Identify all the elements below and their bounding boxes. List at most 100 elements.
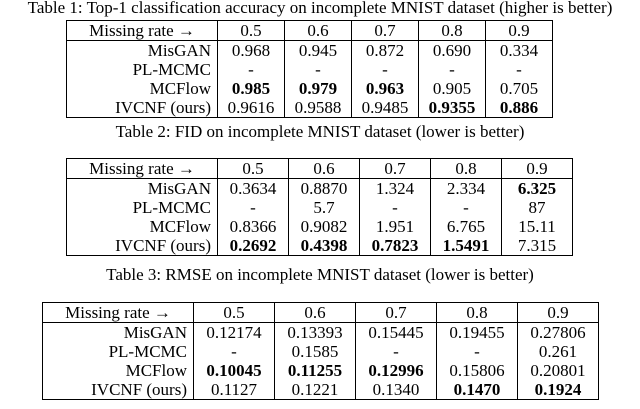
table-1-caption: Table 1: Top-1 classification accuracy o… [27, 0, 613, 17]
method-name: MisGAN [42, 322, 194, 342]
metric-cell: 0.905 [418, 79, 486, 98]
metric-cell: 15.11 [501, 217, 573, 236]
missing-rate-value: 0.6 [284, 20, 352, 41]
metric-cell: 0.9355 [418, 98, 486, 118]
metric-cell: 0.9485 [351, 98, 419, 118]
metric-cell: 0.1924 [517, 380, 599, 400]
table-row: IVCNF (ours) 0.2692 0.4398 0.7823 1.5491 7.31… [66, 236, 573, 256]
table-2-caption: Table 2: FID on incomplete MNIST dataset… [115, 122, 525, 141]
missing-rate-header: Missing rate → [66, 158, 218, 179]
metric-cell: - [430, 198, 502, 217]
metric-cell: 0.4398 [288, 236, 360, 256]
table-2-fid: Missing rate → 0.5 0.6 0.7 0.8 0.9 MisGAN 0.363… [66, 158, 573, 256]
metric-cell: 0.690 [418, 40, 486, 60]
missing-rate-value: 0.6 [288, 158, 360, 179]
table-row: MCFlow 0.8366 0.9082 1.951 6.765 15.11 [66, 217, 573, 236]
metric-cell: 0.985 [217, 79, 285, 98]
metric-cell: 0.1470 [436, 380, 518, 400]
metric-cell: 0.12174 [193, 322, 275, 342]
metric-cell: 0.705 [485, 79, 553, 98]
header-row: Missing rate → 0.5 0.6 0.7 0.8 0.9 [66, 158, 573, 179]
metric-cell: 0.19455 [436, 322, 518, 342]
metric-cell: 1.5491 [430, 236, 502, 256]
method-name: MisGAN [66, 178, 218, 198]
table-3-rmse: Missing rate → 0.5 0.6 0.7 0.8 0.9 MisGAN 0.121… [42, 302, 599, 400]
metric-cell: 0.1585 [274, 342, 356, 361]
metric-cell: - [193, 342, 275, 361]
header-row: Missing rate → 0.5 0.6 0.7 0.8 0.9 [66, 20, 553, 41]
metric-cell: 0.963 [351, 79, 419, 98]
method-name: IVCNF (ours) [42, 380, 194, 400]
metric-cell: 0.872 [351, 40, 419, 60]
metric-cell: 0.20801 [517, 361, 599, 380]
metric-cell: 0.2692 [217, 236, 289, 256]
table-row: MisGAN 0.968 0.945 0.872 0.690 0.334 [66, 40, 553, 60]
metric-cell: 0.1221 [274, 380, 356, 400]
table-row: PL-MCMC -0.1585- -0.261 [42, 342, 599, 361]
table-row: IVCNF (ours) 0.1127 0.1221 0.1340 0.1470 0.19… [42, 380, 599, 400]
table-row: MisGAN 0.12174 0.13393 0.15445 0.19455 0.2780… [42, 322, 599, 342]
method-name: MisGAN [66, 40, 218, 60]
metric-cell: 0.3634 [217, 178, 289, 198]
metric-cell: 0.9082 [288, 217, 360, 236]
table-row: PL-MCMC -5.7- -87 [66, 198, 573, 217]
missing-rate-value: 0.5 [193, 302, 275, 323]
metric-cell: 0.27806 [517, 322, 599, 342]
metric-cell: 0.10045 [193, 361, 275, 380]
metric-cell: 0.945 [284, 40, 352, 60]
metric-cell: - [351, 60, 419, 79]
table-row: MCFlow 0.10045 0.11255 0.12996 0.15806 0.2080… [42, 361, 599, 380]
metric-cell: 0.1340 [355, 380, 437, 400]
metric-cell: 0.9588 [284, 98, 352, 118]
missing-rate-header: Missing rate → [66, 20, 218, 41]
metric-cell: 0.13393 [274, 322, 356, 342]
method-name: MCFlow [66, 217, 218, 236]
metric-cell: 0.979 [284, 79, 352, 98]
metric-cell: 2.334 [430, 178, 502, 198]
table-row: MCFlow 0.985 0.979 0.963 0.905 0.705 [66, 79, 553, 98]
missing-rate-value: 0.9 [517, 302, 599, 323]
missing-rate-value: 0.8 [436, 302, 518, 323]
metric-cell: 0.261 [517, 342, 599, 361]
metric-cell: 0.886 [485, 98, 553, 118]
method-name: PL-MCMC [66, 60, 218, 79]
missing-rate-value: 0.9 [485, 20, 553, 41]
missing-rate-value: 0.6 [274, 302, 356, 323]
metric-cell: 0.9616 [217, 98, 285, 118]
metric-cell: 6.765 [430, 217, 502, 236]
metric-cell: 0.15806 [436, 361, 518, 380]
metric-cell: 6.325 [501, 178, 573, 198]
missing-rate-value: 0.8 [430, 158, 502, 179]
missing-rate-value: 0.5 [217, 158, 289, 179]
metric-cell: - [217, 60, 285, 79]
missing-rate-value: 0.7 [355, 302, 437, 323]
table-row: IVCNF (ours) 0.9616 0.9588 0.9485 0.9355 0.88… [66, 98, 553, 118]
method-name: MCFlow [66, 79, 218, 98]
metric-cell: 0.11255 [274, 361, 356, 380]
metric-cell: 0.7823 [359, 236, 431, 256]
metric-cell: 0.8870 [288, 178, 360, 198]
table-row: MisGAN 0.3634 0.8870 1.324 2.334 6.325 [66, 178, 573, 198]
missing-rate-value: 0.7 [359, 158, 431, 179]
metric-cell: 87 [501, 198, 573, 217]
table-3-caption: Table 3: RMSE on incomplete MNIST datase… [106, 265, 534, 284]
metric-cell: 1.951 [359, 217, 431, 236]
metric-cell: - [359, 198, 431, 217]
table-row: PL-MCMC - - - - - [66, 60, 553, 79]
metric-cell: 0.15445 [355, 322, 437, 342]
metric-cell: - [284, 60, 352, 79]
metric-cell: 0.968 [217, 40, 285, 60]
missing-rate-value: 0.5 [217, 20, 285, 41]
metric-cell: - [217, 198, 289, 217]
missing-rate-value: 0.9 [501, 158, 573, 179]
metric-cell: 0.12996 [355, 361, 437, 380]
header-row: Missing rate → 0.5 0.6 0.7 0.8 0.9 [42, 302, 599, 323]
missing-rate-header: Missing rate → [42, 302, 194, 323]
method-name: PL-MCMC [66, 198, 218, 217]
method-name: MCFlow [42, 361, 194, 380]
metric-cell: 1.324 [359, 178, 431, 198]
method-name: IVCNF (ours) [66, 236, 218, 256]
metric-cell: - [485, 60, 553, 79]
method-name: IVCNF (ours) [66, 98, 218, 118]
metric-cell: - [418, 60, 486, 79]
